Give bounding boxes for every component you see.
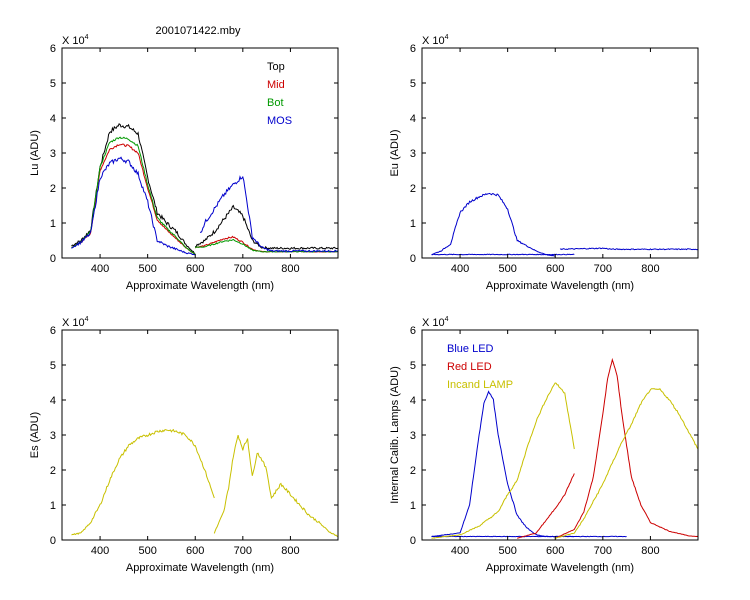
series-line-mid-1 [194,235,338,253]
x-tick-label: 800 [281,545,299,557]
x-tick-label: 700 [594,545,612,557]
x-tick-label: 600 [186,263,204,275]
x-tick-label: 400 [91,263,109,275]
x-tick-label: 700 [234,545,252,557]
x-tick-label: 500 [498,545,516,557]
x-tick-label: 600 [546,545,564,557]
legend-entry-mos: MOS [267,115,292,127]
y-tick-label: 2 [50,183,56,195]
plot-frame [61,47,339,259]
chart-eu: 0 1 2 3 4 5 6 400 500 600 700 800 X 104 Approximate W… [389,34,699,292]
legend-entry-mid: Mid [267,79,285,91]
y-tick-label: 3 [410,148,416,160]
y-tick-label: 4 [410,113,416,125]
y-tick-label: 2 [410,183,416,195]
series-line-eu-0 [431,192,556,257]
y-tick-label: 0 [50,535,56,547]
y-tick-label: 6 [410,43,416,55]
y-tick-label: 0 [50,253,56,265]
y-tick-label: 5 [50,78,56,90]
plot-frame [421,47,699,259]
plot-frame [61,329,339,541]
exponent-label: X 104 [422,34,449,47]
y-tick-label: 3 [50,430,56,442]
y-tick-label: 6 [50,325,56,337]
legend-entry-blue-led: Blue LED [447,343,494,355]
y-tick-label: 6 [410,325,416,337]
y-tick-label: 5 [410,78,416,90]
exponent-label: X 104 [62,316,89,329]
y-tick-label: 6 [50,43,56,55]
y-tick-label: 5 [50,360,56,372]
y-tick-label: 0 [410,535,416,547]
x-tick-label: 700 [234,263,252,275]
y-tick-label: 1 [410,218,416,230]
x-tick-label: 800 [641,545,659,557]
series-line-blue-led-0 [431,390,575,538]
chart-lu: 0 1 2 3 4 5 6 400 500 600 700 800 X 104 Approximate W… [29,34,339,292]
series-line-es-1 [213,434,338,537]
x-tick-label: 500 [138,263,156,275]
exponent-value: 4 [85,34,89,41]
y-tick-label: 3 [410,430,416,442]
y-tick-label: 1 [50,500,56,512]
x-axis-label: Approximate Wavelength (nm) [126,280,274,292]
series-line-eu-2 [559,247,698,251]
y-tick-label: 1 [50,218,56,230]
x-axis-label: Approximate Wavelength (nm) [486,280,634,292]
exponent-value: 4 [445,34,449,41]
legend: Top Mid Bot MOS [267,61,292,127]
y-tick-label: 3 [50,148,56,160]
series-line-bot-1 [194,238,338,253]
x-tick-label: 400 [451,263,469,275]
series-line-es-0 [71,428,215,536]
y-tick-label: 4 [410,395,416,407]
legend: Blue LED Red LED Incand LAMP [447,343,513,391]
y-tick-label: 4 [50,395,56,407]
chart-lamps: 0 1 2 3 4 5 6 400 500 600 700 800 X 104 Approximate W… [389,316,699,574]
y-tick-label: 5 [410,360,416,372]
y-tick-label: 2 [410,465,416,477]
y-tick-label: 1 [410,500,416,512]
x-tick-label: 500 [138,545,156,557]
legend-entry-bot: Bot [267,97,284,109]
x-tick-label: 400 [91,545,109,557]
y-tick-label: 2 [50,465,56,477]
chart-es: 0 1 2 3 4 5 6 400 500 600 700 800 X 104 Approximate W… [29,316,339,574]
series-line-top-1 [195,204,338,250]
x-tick-label: 400 [451,545,469,557]
exponent-value: 4 [85,316,89,323]
x-tick-label: 600 [186,545,204,557]
x-tick-label: 800 [281,263,299,275]
series-line-incand-lamp-1 [555,387,698,539]
y-axis-label: Es (ADU) [29,412,41,458]
x-tick-label: 500 [498,263,516,275]
series-line-eu-1 [431,253,575,256]
x-axis-label: Approximate Wavelength (nm) [126,562,274,574]
x-axis-label: Approximate Wavelength (nm) [486,562,634,574]
legend-entry-top: Top [267,61,285,73]
series-line-red-led-0 [517,473,575,539]
y-tick-label: 4 [50,113,56,125]
series-line-mos-1 [199,175,338,253]
x-tick-label: 700 [594,263,612,275]
exponent-label: X 104 [62,34,89,47]
figure-title: 2001071422.mby [155,25,241,37]
series-line-incand-lamp-0 [431,382,575,539]
exponent-label: X 104 [422,316,449,329]
series-line-mos-0 [71,156,196,256]
y-axis-label: Internal Calib. Lamps (ADU) [389,366,401,504]
y-axis-label: Lu (ADU) [29,130,41,176]
series-line-bot-0 [71,136,196,255]
exponent-value: 4 [445,316,449,323]
legend-entry-incand-lamp: Incand LAMP [447,379,513,391]
x-tick-label: 600 [546,263,564,275]
series-line-red-led-1 [555,357,698,539]
x-tick-label: 800 [641,263,659,275]
y-tick-label: 0 [410,253,416,265]
legend-entry-red-led: Red LED [447,361,492,373]
y-axis-label: Eu (ADU) [389,129,401,176]
